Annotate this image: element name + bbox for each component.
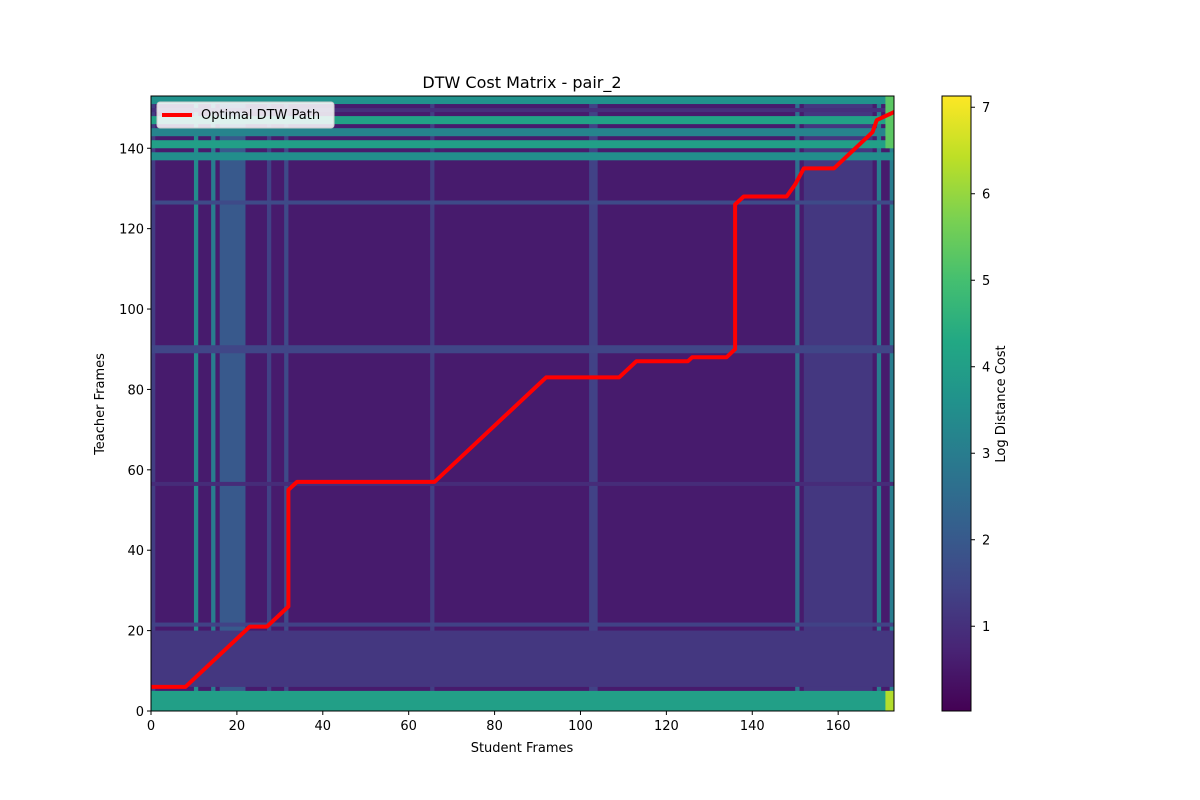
heatmap-row-band: [151, 345, 894, 354]
heatmap-row-band: [151, 200, 894, 205]
heatmap-cell: [885, 96, 894, 149]
colorbar-tick-label: 3: [982, 447, 990, 462]
heatmap-column-band: [284, 96, 289, 711]
heatmap-row-band: [151, 152, 894, 161]
heatmap-row-band: [151, 140, 894, 149]
y-tick-label: 120: [119, 223, 144, 238]
heatmap-row-band: [151, 622, 894, 627]
colorbar-tick-label: 2: [982, 534, 990, 549]
heatmap-column-band: [266, 96, 272, 711]
heatmap-column-band: [211, 96, 216, 711]
heatmap-row-band: [151, 481, 894, 486]
optimal-dtw-path: [151, 110, 894, 689]
plot-frame: [150, 95, 895, 712]
x-tick-label: 40: [315, 719, 332, 734]
y-tick-label: 0: [136, 705, 144, 720]
colorbar-tick-label: 4: [982, 361, 990, 376]
x-tick-label: 160: [826, 719, 851, 734]
heatmap-column-band: [589, 96, 598, 711]
heatmap-column-band: [151, 96, 156, 711]
heatmap-row-band: [151, 690, 894, 711]
y-tick-label: 40: [127, 544, 144, 559]
y-axis-label: Teacher Frames: [93, 353, 108, 456]
x-tick-label: 100: [568, 719, 593, 734]
heatmap-base: [151, 96, 894, 711]
colorbar-axis: 1 2 3 4 5 6 7: [971, 101, 990, 635]
heatmap-row-band: [151, 116, 894, 125]
heatmap-column-band: [795, 96, 800, 711]
dtw-path-layer: [151, 110, 894, 689]
cost-matrix-heatmap: [151, 96, 894, 711]
x-tick-label: 140: [740, 719, 765, 734]
heatmap-column-band: [803, 96, 873, 711]
x-tick-label: 60: [400, 719, 417, 734]
y-tick-label: 20: [127, 625, 144, 640]
heatmap-row-band: [151, 128, 894, 137]
y-axis: 0 20 40 60 80 100 120 140: [119, 142, 151, 720]
heatmap-column-band: [193, 96, 199, 711]
colorbar: [941, 95, 972, 712]
x-axis: 0 20 40 60 80 100 120 140 160: [147, 711, 851, 734]
colorbar-label: Log Distance Cost: [994, 345, 1009, 462]
heatmap-column-band: [430, 96, 435, 711]
legend-entry: Optimal DTW Path: [201, 108, 320, 123]
y-tick-label: 60: [127, 464, 144, 479]
x-axis-label: Student Frames: [471, 741, 574, 756]
heatmap-column-band: [889, 96, 894, 711]
colorbar-tick-label: 1: [982, 620, 990, 635]
x-tick-label: 120: [654, 719, 679, 734]
y-tick-label: 140: [119, 142, 144, 157]
heatmap-row-band: [151, 96, 894, 105]
colorbar-tick-label: 7: [982, 101, 990, 116]
chart-title: DTW Cost Matrix - pair_2: [422, 73, 621, 93]
colorbar-tick-label: 5: [982, 274, 990, 289]
heatmap-row-band: [151, 630, 894, 687]
heatmap-column-band: [219, 96, 246, 711]
y-tick-label: 100: [119, 303, 144, 318]
x-tick-label: 80: [486, 719, 503, 734]
x-tick-label: 0: [147, 719, 155, 734]
heatmap-column-band: [876, 96, 882, 711]
heatmap-cell: [885, 690, 894, 711]
legend: Optimal DTW Path: [156, 101, 335, 129]
x-tick-label: 20: [229, 719, 246, 734]
y-tick-label: 80: [127, 383, 144, 398]
legend-box: [156, 101, 335, 129]
colorbar-tick-label: 6: [982, 188, 990, 203]
heatmap-row-band: [151, 108, 894, 113]
